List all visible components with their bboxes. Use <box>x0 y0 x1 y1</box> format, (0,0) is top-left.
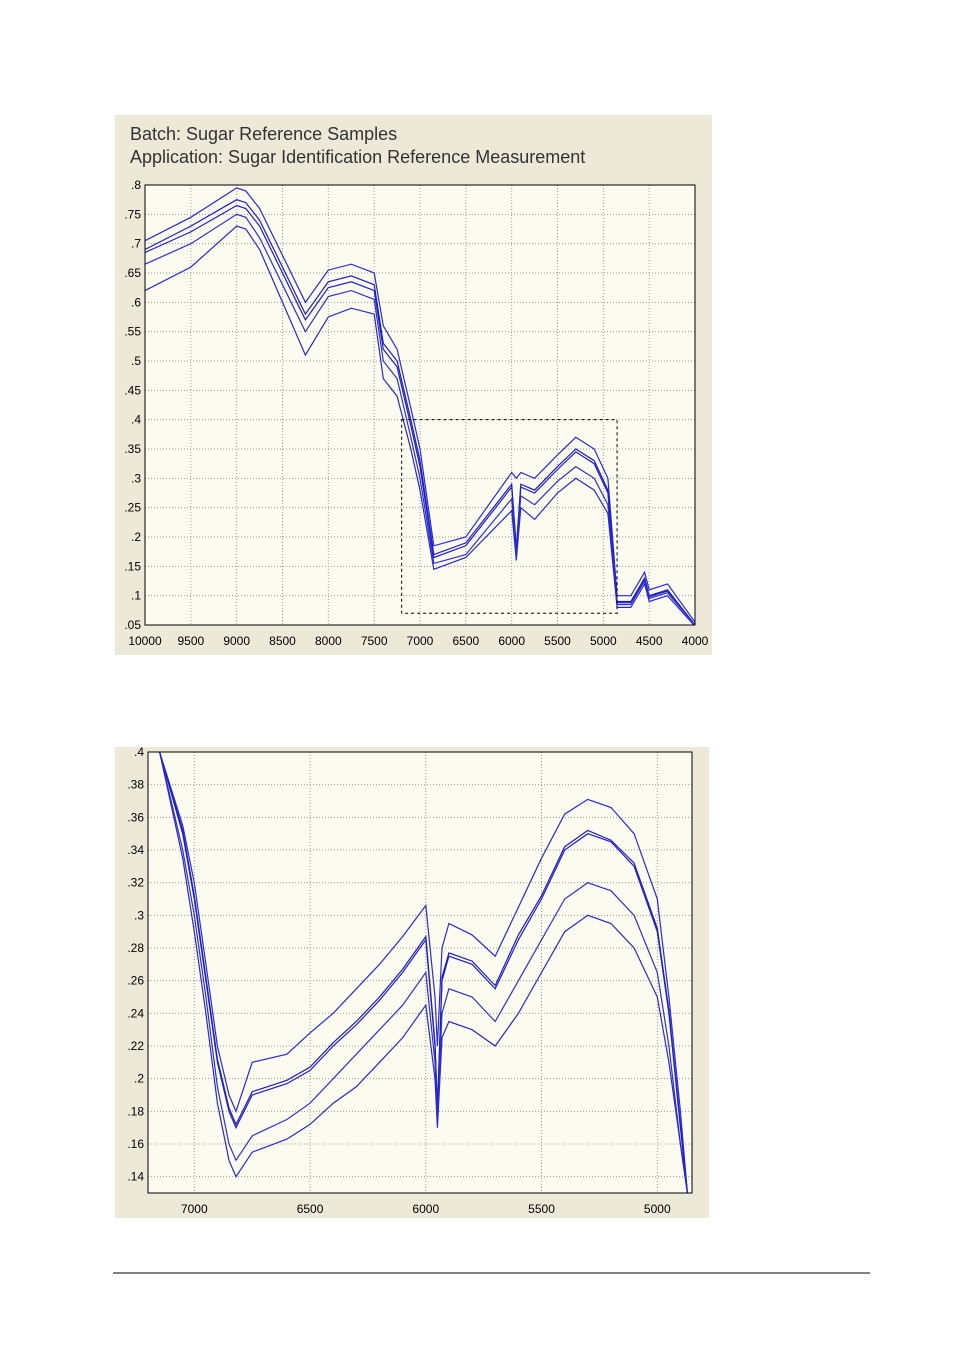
x-tick-label: 6000 <box>498 634 525 648</box>
y-tick-label: .65 <box>124 266 141 280</box>
spectrum-line <box>159 752 688 1193</box>
y-tick-label: .3 <box>134 908 144 922</box>
y-tick-label: .2 <box>131 530 141 544</box>
chart-subtitle: Application: Sugar Identification Refere… <box>130 147 585 167</box>
x-tick-label: 5000 <box>590 634 617 648</box>
x-tick-label: 7500 <box>361 634 388 648</box>
y-tick-label: .26 <box>127 974 144 988</box>
y-tick-label: .28 <box>127 941 144 955</box>
y-tick-label: .32 <box>127 876 144 890</box>
y-tick-label: .38 <box>127 778 144 792</box>
y-tick-label: .3 <box>131 471 141 485</box>
x-tick-label: 9500 <box>177 634 204 648</box>
plot-border <box>147 751 693 1194</box>
spectrum-line <box>159 752 688 1193</box>
x-tick-label: 10000 <box>128 634 162 648</box>
x-tick-label: 4500 <box>636 634 663 648</box>
y-tick-label: .2 <box>134 1072 144 1086</box>
x-tick-label: 9000 <box>223 634 250 648</box>
y-tick-label: .24 <box>127 1006 144 1020</box>
chart: Batch: Sugar Reference Samples Applicatio… <box>115 115 712 655</box>
plot-area <box>148 752 692 1193</box>
y-tick-label: .6 <box>131 295 141 309</box>
y-tick-label: .15 <box>124 559 141 573</box>
y-tick-label: .75 <box>124 207 141 221</box>
spectrum-line <box>145 204 695 625</box>
y-tick-label: .18 <box>127 1104 144 1118</box>
spectrum-line <box>159 752 688 1193</box>
y-tick-label: .34 <box>127 843 144 857</box>
y-tick-label: .5 <box>131 354 141 368</box>
y-tick-label: .8 <box>131 178 141 192</box>
y-tick-label: .16 <box>127 1137 144 1151</box>
y-tick-label: .25 <box>124 501 141 515</box>
x-tick-label: 8000 <box>315 634 342 648</box>
chart-title: Batch: Sugar Reference Samples <box>130 124 397 144</box>
x-tick-label: 6000 <box>412 1202 439 1216</box>
spectrum-line <box>159 752 688 1193</box>
y-tick-label: .35 <box>124 442 141 456</box>
spectrum-line <box>145 199 695 625</box>
plot-border <box>144 184 696 626</box>
x-tick-label: 6500 <box>452 634 479 648</box>
y-tick-label: .55 <box>124 325 141 339</box>
x-tick-label: 5000 <box>644 1202 671 1216</box>
y-tick-label: .22 <box>127 1039 144 1053</box>
x-tick-label: 7000 <box>407 634 434 648</box>
x-tick-label: 4000 <box>682 634 709 648</box>
x-tick-label: 5500 <box>528 1202 555 1216</box>
zoom-box <box>401 419 618 614</box>
x-tick-label: 5500 <box>544 634 571 648</box>
spectrum-line <box>145 225 695 625</box>
y-tick-label: .4 <box>134 745 144 759</box>
y-tick-label: .36 <box>127 810 144 824</box>
y-tick-label: .4 <box>131 413 141 427</box>
y-tick-label: .05 <box>124 618 141 632</box>
spectrum-line <box>145 187 695 623</box>
y-tick-label: .14 <box>127 1170 144 1184</box>
x-tick-label: 8500 <box>269 634 296 648</box>
y-tick-label: .7 <box>131 237 141 251</box>
y-tick-label: .45 <box>124 383 141 397</box>
chart: .14 .16 .18 .2 .22 .24 .26 .28 .3 .32 .34 .36 .38 .4 7… <box>115 745 709 1218</box>
x-tick-label: 7000 <box>181 1202 208 1216</box>
x-tick-label: 6500 <box>297 1202 324 1216</box>
spectrum-line <box>145 213 695 625</box>
y-tick-label: .1 <box>131 589 141 603</box>
